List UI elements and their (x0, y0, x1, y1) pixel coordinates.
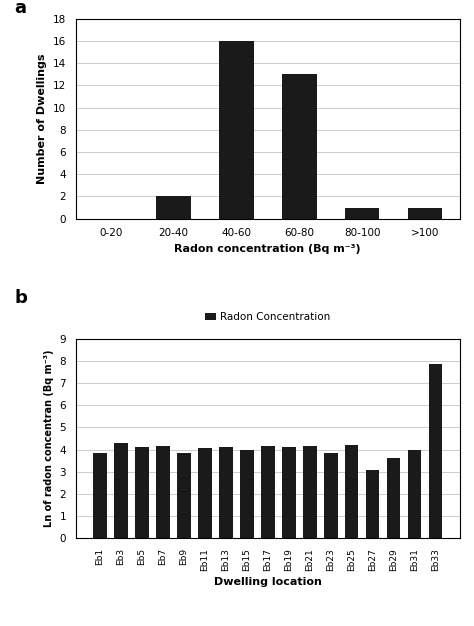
Bar (198, 448, 212, 538)
Bar (219, 448, 233, 538)
Text: b: b (14, 289, 27, 307)
Bar (428, 364, 442, 538)
Bar (366, 470, 380, 538)
Bar (114, 443, 128, 538)
Text: a: a (14, 0, 27, 17)
Y-axis label: Ln of radon concentran (Bq m⁻³): Ln of radon concentran (Bq m⁻³) (44, 350, 54, 527)
X-axis label: Radon concentration (Bq m⁻³): Radon concentration (Bq m⁻³) (174, 244, 361, 254)
Bar (282, 74, 317, 218)
Bar (303, 446, 317, 538)
X-axis label: Dwelling location: Dwelling location (214, 577, 322, 587)
Bar (408, 449, 421, 538)
Bar (345, 207, 380, 218)
Bar (156, 197, 191, 218)
Bar (156, 446, 170, 538)
Legend: Radon Concentration: Radon Concentration (201, 308, 334, 326)
Y-axis label: Number of Dwellings: Number of Dwellings (37, 53, 47, 184)
Bar (219, 41, 254, 218)
Bar (324, 453, 337, 538)
Bar (282, 448, 296, 538)
Bar (240, 449, 254, 538)
Bar (135, 448, 149, 538)
Bar (177, 453, 191, 538)
Bar (261, 446, 274, 538)
Bar (387, 458, 401, 538)
Bar (408, 207, 442, 218)
Bar (345, 445, 358, 538)
Bar (93, 453, 107, 538)
